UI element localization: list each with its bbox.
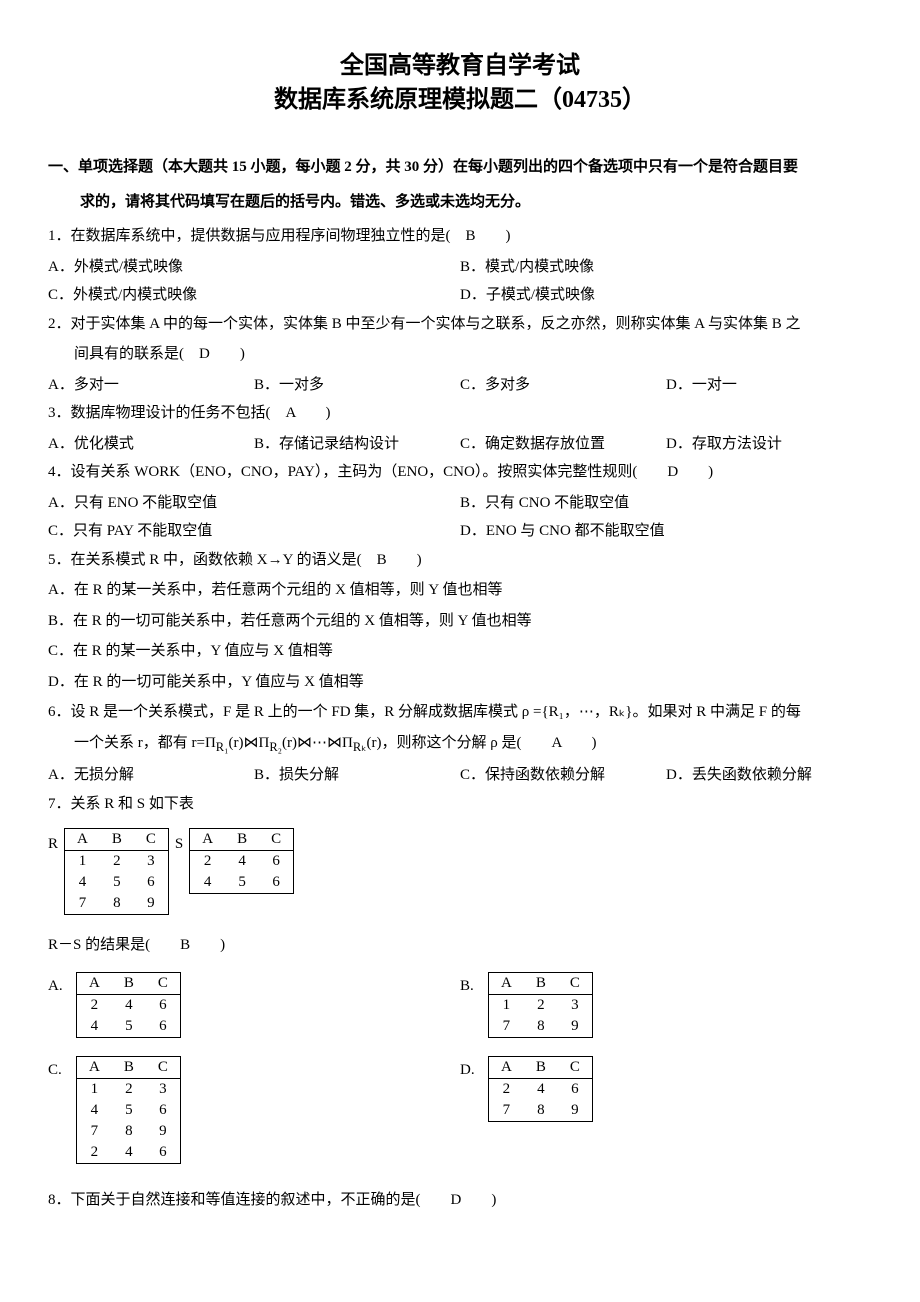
q1-options: A．外模式/模式映像 B．模式/内模式映像 C．外模式/内模式映像 D．子模式/… xyxy=(48,253,872,310)
q7-opt-c-label: C. xyxy=(48,1056,68,1085)
q3-options: A．优化模式 B．存储记录结构设计 C．确定数据存放位置 D．存取方法设计 xyxy=(48,430,872,459)
q4-opt-d: D．ENO 与 CNO 都不能取空值 xyxy=(460,517,872,546)
q6-stem-line2: 一个关系 r，都有 r=ΠR₁(r)⋈ΠR₂(r)⋈⋯⋈ΠRₖ(r)，则称这个分… xyxy=(48,729,872,760)
q7-opt-d-table: ABC246789 xyxy=(488,1056,593,1122)
q4-opt-b: B．只有 CNO 不能取空值 xyxy=(460,489,872,518)
page-title-line2: 数据库系统原理模拟题二（04735） xyxy=(48,84,872,118)
q2-opt-c: C．多对多 xyxy=(460,371,666,400)
q2-stem-line1: 2．对于实体集 A 中的每一个实体，实体集 B 中至少有一个实体与之联系，反之亦… xyxy=(48,310,872,339)
q4-opt-a: A．只有 ENO 不能取空值 xyxy=(48,489,460,518)
q7-opt-b-table: ABC123789 xyxy=(488,972,593,1038)
q5-opt-b: B．在 R 的一切可能关系中，若任意两个元组的 X 值相等，则 Y 值也相等 xyxy=(48,607,872,636)
q6-opt-b: B．损失分解 xyxy=(254,761,460,790)
q6-options: A．无损分解 B．损失分解 C．保持函数依赖分解 D．丢失函数依赖分解 xyxy=(48,761,872,790)
q2-opt-a: A．多对一 xyxy=(48,371,254,400)
q2-options: A．多对一 B．一对多 C．多对多 D．一对一 xyxy=(48,371,872,400)
q7-stem: 7．关系 R 和 S 如下表 xyxy=(48,790,872,819)
q7-opt-a-label: A. xyxy=(48,972,68,1001)
q7-option-tables: A. ABC246456 B. ABC123789 C. ABC12345678… xyxy=(48,968,872,1178)
q5-opt-a: A．在 R 的某一关系中，若任意两个元组的 X 值相等，则 Y 值也相等 xyxy=(48,576,872,605)
q5-stem: 5．在关系模式 R 中，函数依赖 X→Y 的语义是( B ) xyxy=(48,546,872,575)
q5-opt-c: C．在 R 的某一关系中，Y 值应与 X 值相等 xyxy=(48,637,872,666)
q4-stem: 4．设有关系 WORK（ENO，CNO，PAY），主码为（ENO，CNO）。按照… xyxy=(48,458,872,487)
q7-result-stem: R－S 的结果是( B ) xyxy=(48,931,872,960)
q2-opt-b: B．一对多 xyxy=(254,371,460,400)
q7-opt-d-label: D. xyxy=(460,1056,480,1085)
q7-opt-a-table: ABC246456 xyxy=(76,972,181,1038)
q2-stem-line2: 间具有的联系是( D ) xyxy=(48,340,872,369)
q3-stem: 3．数据库物理设计的任务不包括( A ) xyxy=(48,399,872,428)
q6-opt-d: D．丢失函数依赖分解 xyxy=(666,761,872,790)
q5-opt-d: D．在 R 的一切可能关系中，Y 值应与 X 值相等 xyxy=(48,668,872,697)
q7-opt-d-wrap: D. ABC246789 xyxy=(460,1056,872,1164)
q7-opt-c-wrap: C. ABC123456789246 xyxy=(48,1056,460,1164)
q7-label-s: S xyxy=(175,828,183,859)
q6-stem-line1: 6．设 R 是一个关系模式，F 是 R 上的一个 FD 集，R 分解成数据库模式… xyxy=(48,698,872,727)
q4-options: A．只有 ENO 不能取空值 B．只有 CNO 不能取空值 C．只有 PAY 不… xyxy=(48,489,872,546)
q7-opt-a-wrap: A. ABC246456 xyxy=(48,972,460,1038)
q7-label-r: R xyxy=(48,828,58,859)
q3-opt-b: B．存储记录结构设计 xyxy=(254,430,460,459)
q7-table-r: ABC123456789 xyxy=(64,828,169,915)
q1-opt-a: A．外模式/模式映像 xyxy=(48,253,460,282)
q3-opt-c: C．确定数据存放位置 xyxy=(460,430,666,459)
q7-opt-b-wrap: B. ABC123789 xyxy=(460,972,872,1038)
q1-opt-d: D．子模式/模式映像 xyxy=(460,281,872,310)
q1-opt-c: C．外模式/内模式映像 xyxy=(48,281,460,310)
q6-opt-a: A．无损分解 xyxy=(48,761,254,790)
q7-tables-rs: R ABC123456789 S ABC246456 xyxy=(48,828,872,915)
q7-opt-b-label: B. xyxy=(460,972,480,1001)
q1-opt-b: B．模式/内模式映像 xyxy=(460,253,872,282)
section1-header-line1: 一、单项选择题（本大题共 15 小题，每小题 2 分，共 30 分）在每小题列出… xyxy=(48,153,872,182)
page-title-line1: 全国高等教育自学考试 xyxy=(48,50,872,84)
section1-header-line2: 求的，请将其代码填写在题后的括号内。错选、多选或未选均无分。 xyxy=(48,188,872,217)
q6-opt-c: C．保持函数依赖分解 xyxy=(460,761,666,790)
q1-stem: 1．在数据库系统中，提供数据与应用程序间物理独立性的是( B ) xyxy=(48,222,872,251)
q3-opt-a: A．优化模式 xyxy=(48,430,254,459)
q7-table-s: ABC246456 xyxy=(189,828,294,894)
q4-opt-c: C．只有 PAY 不能取空值 xyxy=(48,517,460,546)
q8-stem: 8．下面关于自然连接和等值连接的叙述中，不正确的是( D ) xyxy=(48,1186,872,1215)
q2-opt-d: D．一对一 xyxy=(666,371,872,400)
q7-opt-c-table: ABC123456789246 xyxy=(76,1056,181,1164)
q3-opt-d: D．存取方法设计 xyxy=(666,430,872,459)
